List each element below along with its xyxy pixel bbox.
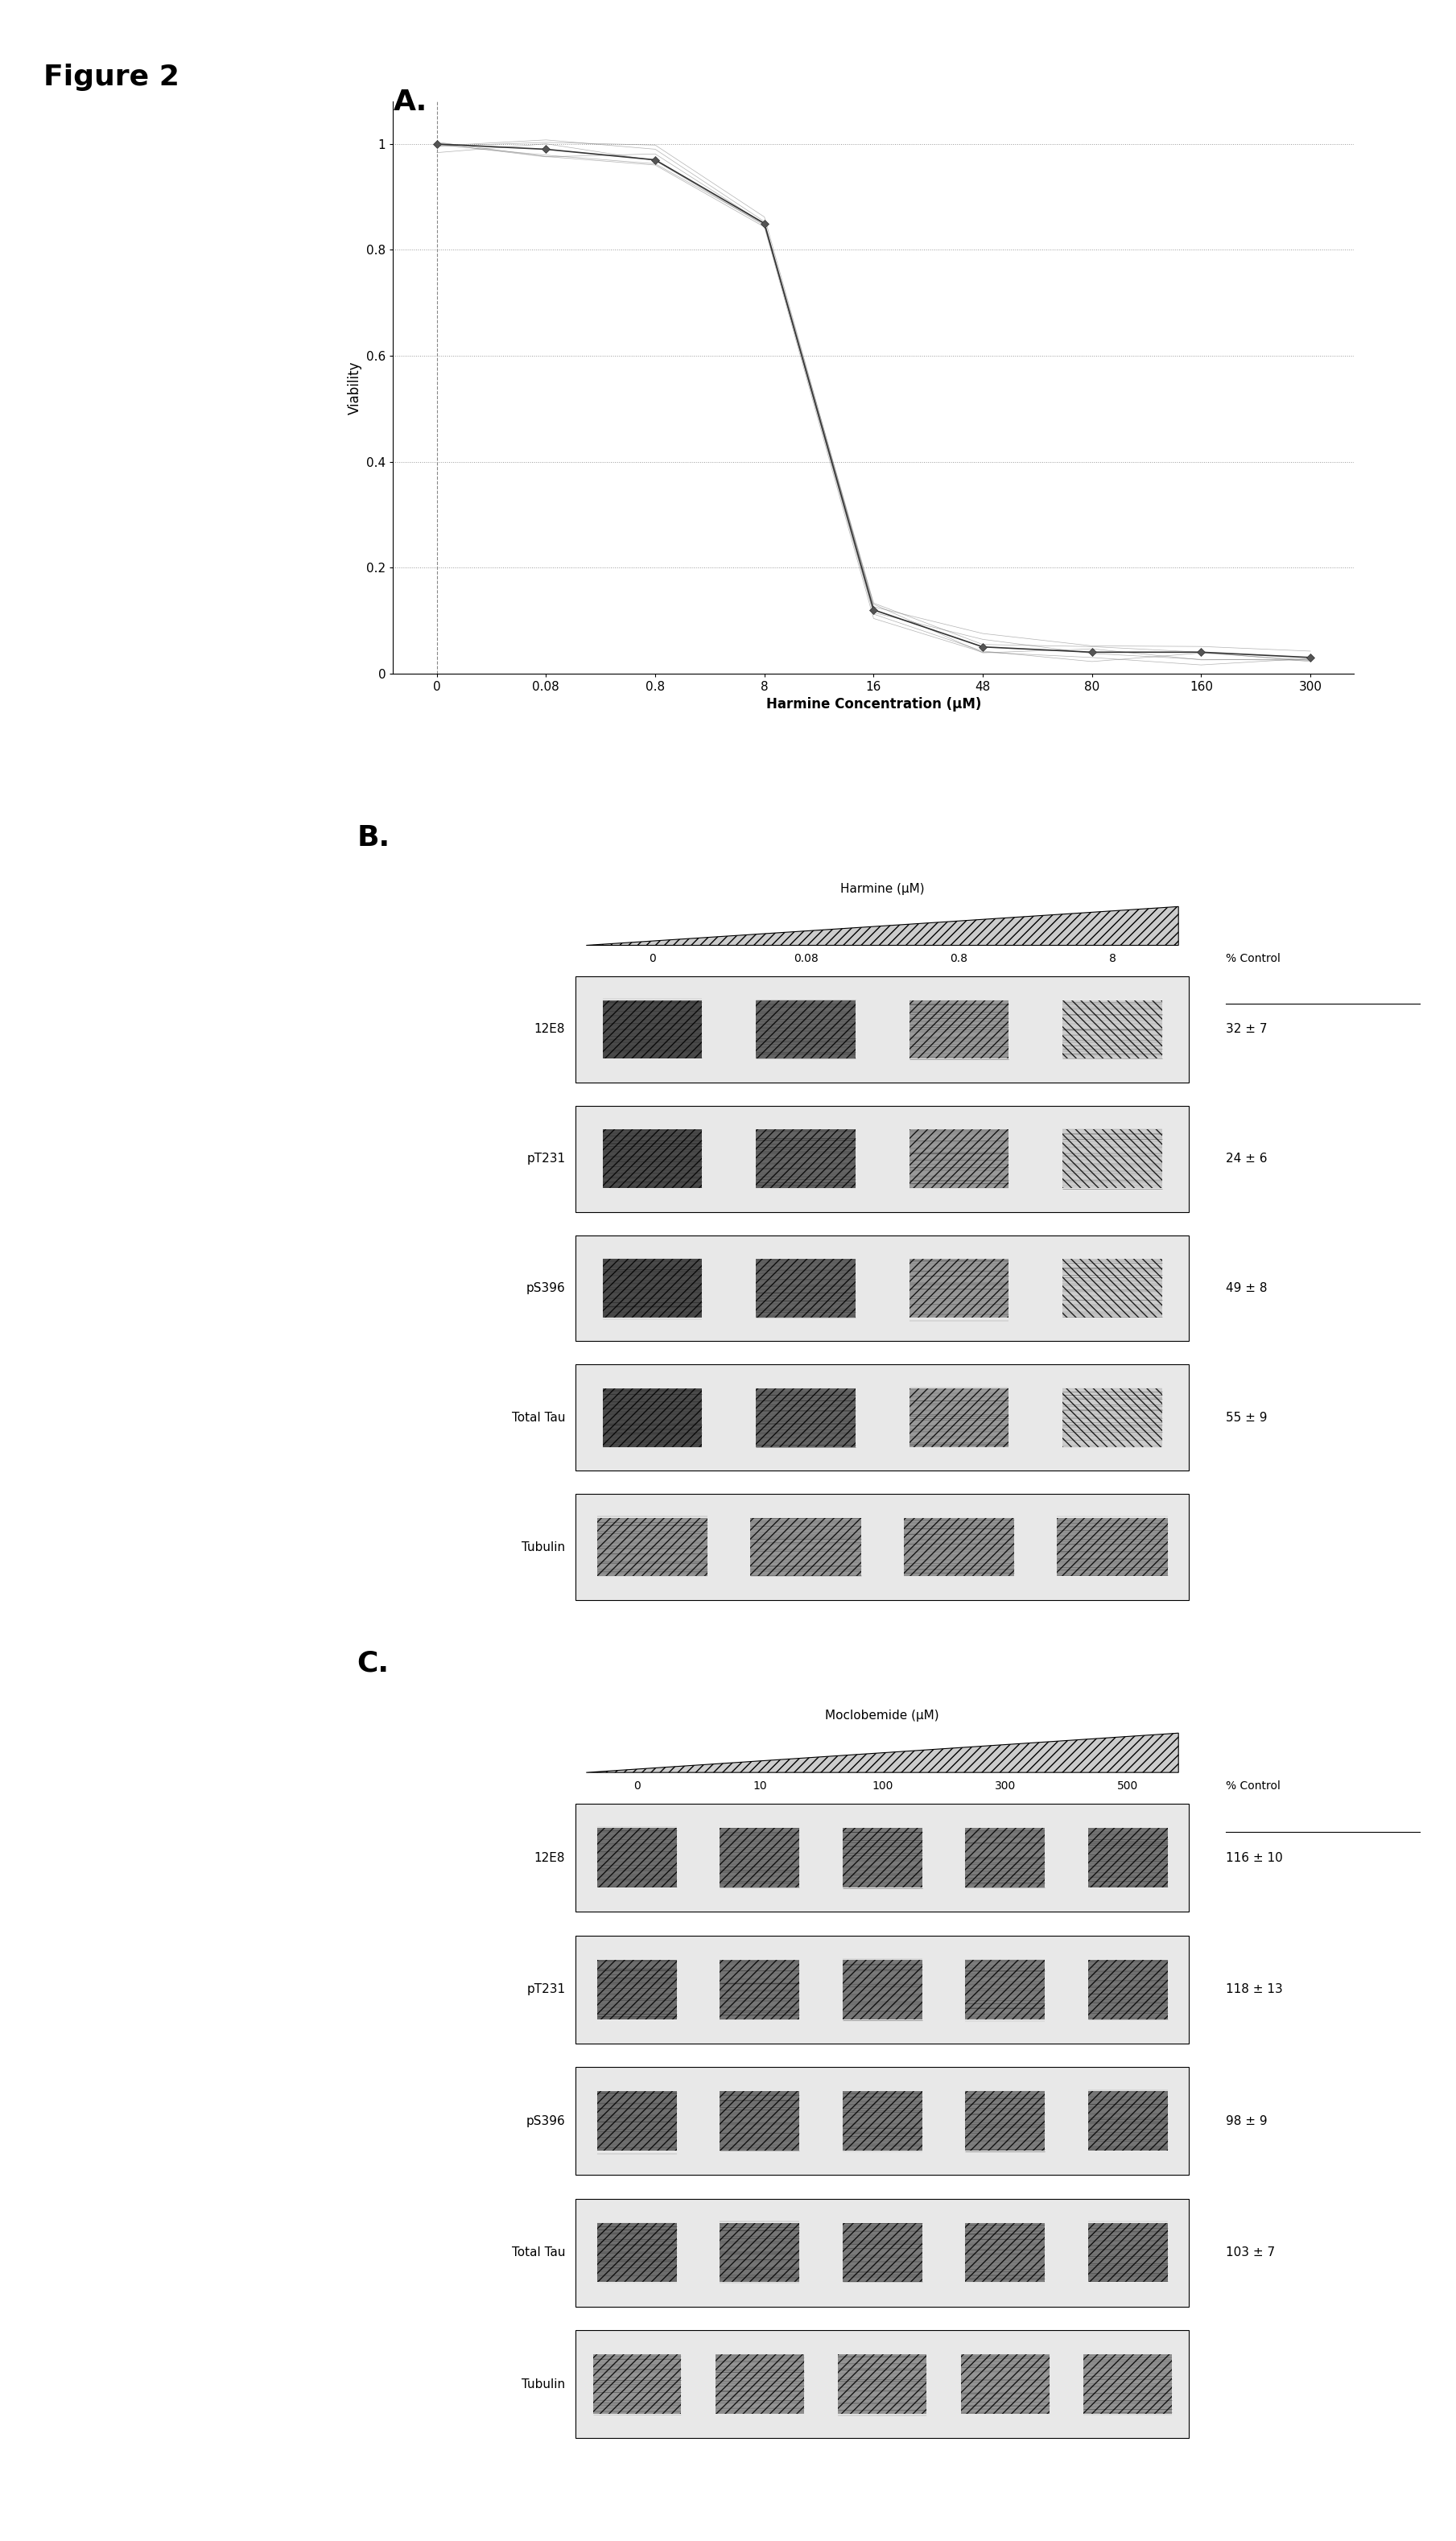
Text: pT231: pT231: [527, 1154, 565, 1164]
FancyBboxPatch shape: [719, 1959, 799, 2020]
FancyBboxPatch shape: [904, 1517, 1015, 1575]
FancyBboxPatch shape: [843, 2223, 922, 2282]
FancyBboxPatch shape: [719, 1830, 799, 1888]
FancyBboxPatch shape: [575, 1365, 1190, 1471]
FancyBboxPatch shape: [575, 2066, 1190, 2175]
Text: 103 ± 7: 103 ± 7: [1226, 2246, 1275, 2259]
Text: 24 ± 6: 24 ± 6: [1226, 1154, 1267, 1164]
X-axis label: Harmine Concentration (μM): Harmine Concentration (μM): [766, 696, 981, 711]
FancyBboxPatch shape: [575, 1105, 1190, 1212]
FancyBboxPatch shape: [909, 1258, 1009, 1316]
FancyBboxPatch shape: [756, 1001, 856, 1060]
FancyBboxPatch shape: [715, 2356, 804, 2414]
FancyBboxPatch shape: [597, 1959, 677, 2020]
FancyBboxPatch shape: [909, 1387, 1009, 1446]
Text: C.: C.: [357, 1649, 389, 1677]
Text: 500: 500: [1117, 1781, 1139, 1791]
FancyBboxPatch shape: [1083, 2356, 1172, 2414]
FancyBboxPatch shape: [1057, 1517, 1168, 1575]
FancyBboxPatch shape: [575, 1804, 1190, 1911]
FancyBboxPatch shape: [843, 1959, 922, 2020]
FancyBboxPatch shape: [1088, 1959, 1168, 2020]
FancyBboxPatch shape: [1063, 1258, 1162, 1316]
FancyBboxPatch shape: [719, 2223, 799, 2282]
FancyBboxPatch shape: [575, 2198, 1190, 2307]
Text: Moclobemide (μM): Moclobemide (μM): [826, 1710, 939, 1723]
Text: pT231: pT231: [527, 1985, 565, 1995]
FancyBboxPatch shape: [1063, 1387, 1162, 1446]
FancyBboxPatch shape: [575, 2330, 1190, 2437]
FancyBboxPatch shape: [603, 1387, 702, 1446]
FancyBboxPatch shape: [575, 976, 1190, 1082]
FancyBboxPatch shape: [965, 2091, 1045, 2150]
Text: 0: 0: [633, 1781, 641, 1791]
FancyBboxPatch shape: [1088, 1830, 1168, 1888]
FancyBboxPatch shape: [965, 2223, 1045, 2282]
Text: 55 ± 9: 55 ± 9: [1226, 1413, 1267, 1423]
FancyBboxPatch shape: [575, 1494, 1190, 1601]
FancyBboxPatch shape: [719, 2091, 799, 2150]
FancyBboxPatch shape: [1088, 2223, 1168, 2282]
FancyBboxPatch shape: [597, 2223, 677, 2282]
Text: 0.08: 0.08: [794, 953, 818, 966]
FancyBboxPatch shape: [1088, 2091, 1168, 2150]
FancyBboxPatch shape: [843, 2091, 922, 2150]
FancyBboxPatch shape: [756, 1387, 856, 1446]
FancyBboxPatch shape: [843, 1830, 922, 1888]
Text: Total Tau: Total Tau: [511, 2246, 565, 2259]
Y-axis label: Viability: Viability: [348, 361, 363, 414]
Text: Tubulin: Tubulin: [521, 1540, 565, 1553]
FancyBboxPatch shape: [603, 1258, 702, 1316]
FancyBboxPatch shape: [603, 1001, 702, 1060]
FancyBboxPatch shape: [575, 1235, 1190, 1342]
FancyBboxPatch shape: [597, 2091, 677, 2150]
FancyBboxPatch shape: [839, 2356, 926, 2414]
FancyBboxPatch shape: [756, 1258, 856, 1316]
FancyBboxPatch shape: [750, 1517, 860, 1575]
Polygon shape: [587, 1733, 1178, 1774]
FancyBboxPatch shape: [909, 1131, 1009, 1189]
Text: 32 ± 7: 32 ± 7: [1226, 1024, 1267, 1034]
FancyBboxPatch shape: [575, 1936, 1190, 2043]
FancyBboxPatch shape: [603, 1131, 702, 1189]
Text: 8: 8: [1108, 953, 1115, 966]
FancyBboxPatch shape: [961, 2356, 1050, 2414]
FancyBboxPatch shape: [593, 2356, 681, 2414]
FancyBboxPatch shape: [597, 1517, 708, 1575]
Text: 12E8: 12E8: [534, 1024, 565, 1034]
Text: 100: 100: [872, 1781, 893, 1791]
Text: Figure 2: Figure 2: [44, 64, 179, 91]
FancyBboxPatch shape: [756, 1131, 856, 1189]
Text: % Control: % Control: [1226, 1781, 1280, 1791]
Text: Harmine (μM): Harmine (μM): [840, 884, 925, 894]
Text: 12E8: 12E8: [534, 1852, 565, 1865]
Text: % Control: % Control: [1226, 953, 1280, 966]
Text: A.: A.: [393, 89, 427, 117]
Text: pS396: pS396: [526, 1283, 565, 1293]
FancyBboxPatch shape: [965, 1959, 1045, 2020]
Text: 98 ± 9: 98 ± 9: [1226, 2114, 1267, 2127]
FancyBboxPatch shape: [1063, 1131, 1162, 1189]
Text: Tubulin: Tubulin: [521, 2378, 565, 2391]
Text: 116 ± 10: 116 ± 10: [1226, 1852, 1283, 1865]
Polygon shape: [587, 907, 1178, 945]
Text: 0.8: 0.8: [951, 953, 968, 966]
Text: B.: B.: [357, 823, 390, 851]
FancyBboxPatch shape: [597, 1830, 677, 1888]
Text: 10: 10: [753, 1781, 767, 1791]
Text: 49 ± 8: 49 ± 8: [1226, 1283, 1267, 1293]
Text: 300: 300: [994, 1781, 1015, 1791]
FancyBboxPatch shape: [909, 1001, 1009, 1060]
Text: pS396: pS396: [526, 2114, 565, 2127]
Text: 118 ± 13: 118 ± 13: [1226, 1985, 1283, 1995]
Text: Total Tau: Total Tau: [511, 1413, 565, 1423]
FancyBboxPatch shape: [965, 1830, 1045, 1888]
FancyBboxPatch shape: [1063, 1001, 1162, 1060]
Text: 0: 0: [649, 953, 655, 966]
